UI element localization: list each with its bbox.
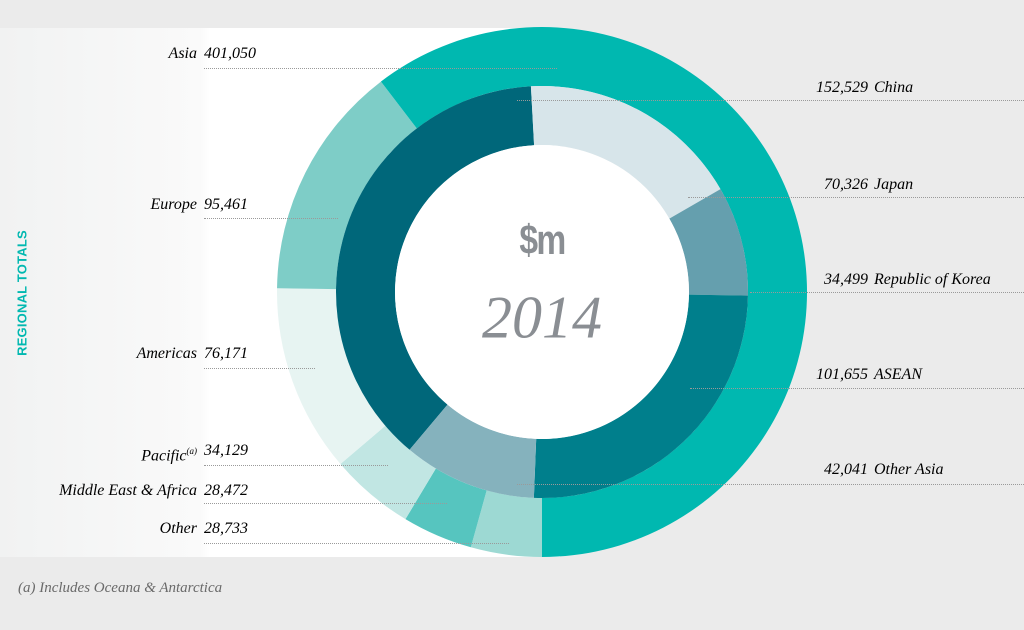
outer-segment-other [470,490,542,557]
leader-line [517,484,1024,485]
inner-label-value: 152,529 [816,79,868,96]
inner-segment-republic-of-korea [669,189,748,296]
inner-label-value: 101,655 [816,366,868,383]
outer-label-value: 28,733 [204,520,248,537]
outer-segment-europe [277,81,417,290]
outer-segment-middle-east-africa [405,468,487,548]
footnote: (a) Includes Oceana & Antarctica [18,580,223,596]
leader-line [204,465,388,466]
outer-label-name: Asia [168,45,197,62]
outer-label-name: Pacific(a) [141,446,198,465]
inner-label-name: Other Asia [874,461,944,478]
outer-label-name: Americas [136,345,197,362]
inner-label-value: 42,041 [824,461,868,478]
donut-hole [395,145,689,439]
outer-label-name: Other [159,520,197,537]
center-year: 2014 [482,284,602,351]
footnote-marker: (a) [186,446,198,456]
outer-label-value: 76,171 [204,345,248,362]
outer-label-value: 401,050 [204,45,256,62]
leader-line [204,503,447,504]
outer-label-value: 34,129 [204,442,248,459]
leader-line [517,100,1024,101]
inner-label-name: ASEAN [874,366,922,383]
inner-label-name: Republic of Korea [874,271,991,288]
leader-line [204,218,338,219]
inner-label-name: China [874,79,914,96]
inner-label-value: 34,499 [824,271,868,288]
outer-segment-pacific [340,425,436,520]
outer-label-value: 28,472 [204,482,248,499]
outer-label-name: Middle East & Africa [59,482,197,499]
outer-label-name: Europe [150,196,197,213]
outer-segment-americas [277,288,386,465]
leader-line [204,543,509,544]
leader-line [204,368,315,369]
inner-label-value: 70,326 [824,176,868,193]
inner-segment-asean [533,294,748,498]
center-unit: $m [519,216,566,263]
inner-label-name: Japan [874,176,914,193]
leader-line [688,197,1024,198]
leader-line [750,292,1024,293]
inner-segment-japan [530,86,721,219]
inner-segment-other-asia [409,404,537,498]
outer-label-value: 95,461 [204,196,248,213]
leader-line [204,68,557,69]
inner-segment-china [336,86,535,450]
leader-line [690,388,1024,389]
outer-segment-asia [380,26,807,558]
